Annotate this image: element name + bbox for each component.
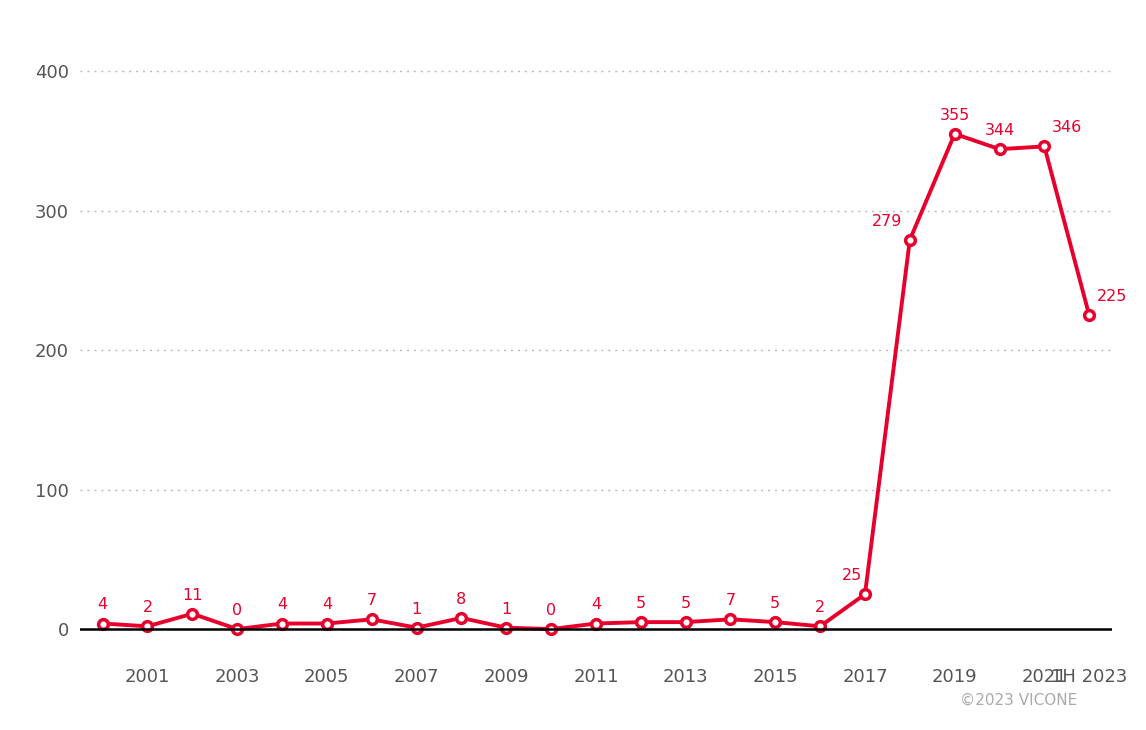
Text: 2: 2	[815, 600, 825, 615]
Text: 11: 11	[182, 588, 203, 602]
Text: 7: 7	[367, 593, 377, 608]
Text: 5: 5	[770, 596, 780, 611]
Text: 8: 8	[456, 592, 466, 607]
Text: 5: 5	[636, 596, 646, 611]
Text: 279: 279	[872, 214, 903, 228]
Text: 7: 7	[725, 593, 736, 608]
Text: 4: 4	[322, 597, 332, 612]
Text: 346: 346	[1052, 120, 1082, 135]
Text: 25: 25	[841, 568, 862, 583]
Text: 0: 0	[545, 603, 556, 618]
Text: 225: 225	[1097, 289, 1127, 304]
Text: 1: 1	[411, 602, 422, 617]
Text: 0: 0	[233, 603, 242, 618]
Text: 5: 5	[681, 596, 691, 611]
Text: 344: 344	[984, 123, 1014, 138]
Text: 4: 4	[97, 597, 108, 612]
Text: 2: 2	[142, 600, 152, 615]
Text: 4: 4	[591, 597, 601, 612]
Text: 4: 4	[277, 597, 288, 612]
Text: 1: 1	[501, 602, 511, 617]
Text: 355: 355	[940, 107, 970, 123]
Text: ©2023 VICONE: ©2023 VICONE	[960, 693, 1077, 708]
